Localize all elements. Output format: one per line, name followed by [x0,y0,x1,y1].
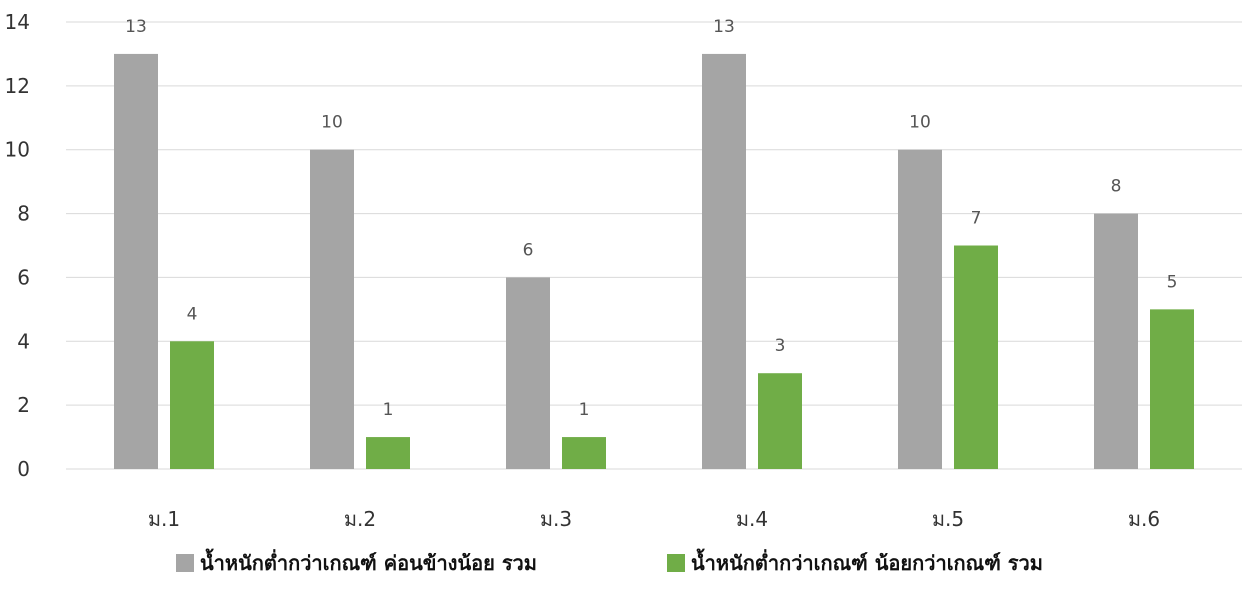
bar-ม.5-series-1 [898,149,942,469]
bar-ม.4-series-2 [758,373,802,469]
bar-ม.6-series-1 [1094,213,1138,469]
legend-label-1: น้ำหนักต่ำกว่าเกณฑ์ ค่อนข้างน้อย รวม [200,548,537,575]
data-label: 4 [187,304,198,324]
y-tick-label: 8 [17,202,30,226]
bar-ม.6-series-2 [1150,309,1194,469]
data-label: 7 [971,209,982,229]
bar-ม.1-series-1 [114,53,158,470]
bar-ม.2-series-2 [366,437,410,469]
y-tick-label: 10 [5,138,30,162]
data-label: 5 [1167,272,1178,292]
y-tick-label: 0 [17,457,30,481]
x-tick-label: ม.6 [1128,507,1160,531]
x-tick-label: ม.3 [540,507,572,531]
bar-ม.4-series-1 [702,53,746,470]
bar-ม.2-series-1 [310,149,354,469]
x-tick-label: ม.4 [736,507,768,531]
y-axis-ticks: 0 2 4 6 8 10 12 14 [5,10,30,481]
bar-ม.3-series-1 [506,277,550,469]
data-label: 1 [383,400,394,420]
data-label: 3 [775,336,786,356]
data-label: 13 [713,17,735,37]
data-label: 10 [321,113,343,133]
data-label: 6 [523,240,534,260]
legend-label-2: น้ำหนักต่ำกว่าเกณฑ์ น้อยกว่าเกณฑ์ รวม [691,548,1043,575]
y-tick-label: 2 [17,393,30,417]
data-label: 10 [909,113,931,133]
x-tick-label: ม.5 [932,507,964,531]
data-label: 1 [579,400,590,420]
legend-swatch-2 [667,554,685,572]
data-label: 13 [125,17,147,37]
y-tick-label: 12 [5,74,30,98]
gridlines [66,21,1242,470]
y-tick-label: 4 [17,329,30,353]
bar-ม.1-series-2 [170,341,214,469]
y-tick-label: 14 [5,10,30,34]
x-tick-label: ม.1 [148,507,180,531]
y-tick-label: 6 [17,265,30,289]
bars [114,53,1194,470]
x-axis-ticks: ม.1 ม.2 ม.3 ม.4 ม.5 ม.6 [148,507,1160,531]
legend: น้ำหนักต่ำกว่าเกณฑ์ ค่อนข้างน้อย รวม น้ำห… [176,548,1043,575]
legend-swatch-1 [176,554,194,572]
x-tick-label: ม.2 [344,507,376,531]
bar-ม.5-series-2 [954,245,998,469]
bar-ม.3-series-2 [562,437,606,469]
data-label: 8 [1111,177,1122,197]
